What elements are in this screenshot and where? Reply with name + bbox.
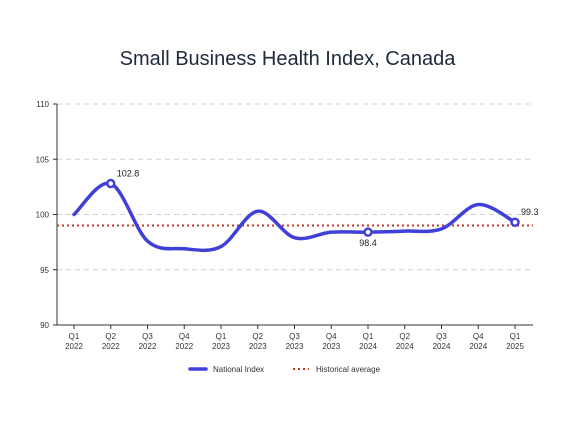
series-layer: [57, 181, 533, 253]
series-line-national-index: [72, 181, 517, 253]
x-tick-label: Q4 2024: [469, 332, 487, 351]
x-tick-label: Q1 2025: [506, 332, 524, 351]
markers: 102.8 98.4 99.3: [106, 169, 539, 248]
x-tick-label: Q2 2023: [249, 332, 267, 351]
legend-label-national-index: National Index: [213, 365, 264, 374]
y-axis-ticks: 90 95 100 105 110: [36, 100, 57, 330]
data-point-marker: [363, 227, 373, 237]
gridlines: [57, 103, 533, 271]
x-tick-label: Q1 2024: [359, 332, 377, 351]
x-tick-label: Q3 2024: [433, 332, 451, 351]
y-tick-label: 90: [40, 321, 49, 330]
data-label: 102.8: [117, 169, 140, 179]
data-label: 98.4: [359, 238, 377, 248]
x-axis-ticks: Q1 2022 Q2 2022 Q3 2022 Q4 2022 Q1 2023 Q2 2023 Q3 20…: [65, 325, 524, 351]
legend: National Index Historical average: [188, 365, 381, 374]
x-tick-label: Q1 2022: [65, 332, 83, 351]
data-point-marker: [510, 217, 520, 227]
x-tick-label: Q3 2023: [286, 332, 304, 351]
y-tick-label: 100: [36, 211, 50, 220]
y-tick-label: 105: [36, 155, 50, 164]
x-tick-label: Q4 2023: [322, 332, 340, 351]
data-label: 99.3: [521, 207, 539, 217]
x-tick-label: Q4 2022: [175, 332, 193, 351]
y-tick-label: 95: [40, 266, 49, 275]
x-tick-label: Q2 2022: [102, 332, 120, 351]
x-tick-label: Q1 2023: [212, 332, 230, 351]
x-tick-label: Q3 2022: [139, 332, 157, 351]
x-tick-label: Q2 2024: [396, 332, 414, 351]
y-tick-label: 110: [36, 100, 49, 109]
chart-title: Small Business Health Index, Canada: [119, 48, 456, 70]
data-point-marker: [106, 178, 116, 189]
legend-label-historical-average: Historical average: [316, 365, 381, 374]
